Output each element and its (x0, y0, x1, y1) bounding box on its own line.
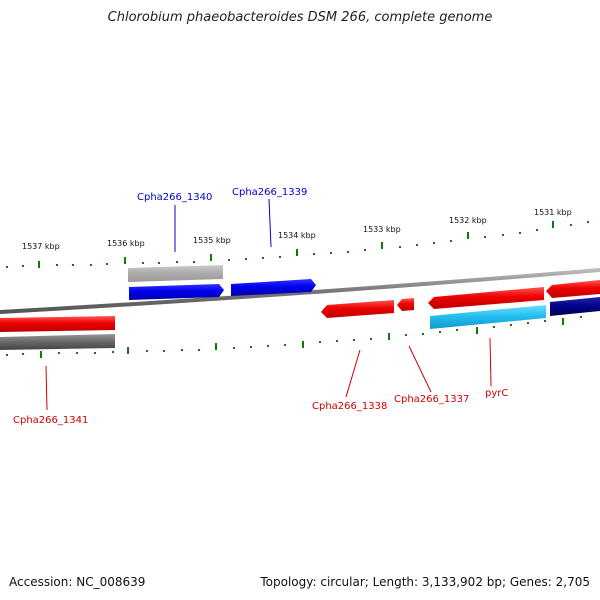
genome-summary: Topology: circular; Length: 3,133,902 bp… (260, 575, 590, 589)
leader-cpha266-1337 (408, 345, 432, 393)
genome-backbone (0, 268, 600, 314)
leader-pyrC (489, 337, 492, 387)
ruler-label-1532: 1532 kbp (449, 216, 487, 225)
gene-red-edge (546, 280, 600, 298)
leader-cpha266-1338 (345, 349, 361, 398)
inner-ticks (6, 316, 582, 358)
label-cpha266-1339: Cpha266_1339 (232, 187, 307, 198)
gene-navy-reverse (550, 297, 600, 316)
accession-label: Accession: NC_008639 (9, 575, 146, 589)
ruler-label-1533: 1533 kbp (363, 225, 401, 234)
gene-grey-reverse (0, 334, 115, 350)
leader-cpha266-1341 (45, 365, 48, 411)
leader-cpha266-1339 (268, 198, 272, 248)
outer-ticks (6, 221, 589, 268)
label-cpha266-1338: Cpha266_1338 (312, 401, 387, 412)
label-cpha266-1341: Cpha266_1341 (13, 415, 88, 426)
ruler-label-1531: 1531 kbp (534, 208, 572, 217)
gene-cpha266-1337 (397, 298, 414, 311)
label-cpha266-1337: Cpha266_1337 (394, 394, 469, 405)
label-pyrC: pyrC (485, 388, 508, 399)
ruler-label-1535: 1535 kbp (193, 236, 231, 245)
gene-cpha266-1341 (0, 316, 115, 332)
label-cpha266-1340: Cpha266_1340 (137, 192, 212, 203)
gene-lightblue-reverse (430, 305, 546, 329)
ruler-label-1536: 1536 kbp (107, 239, 145, 248)
gene-grey-forward (128, 265, 223, 282)
gene-cpha266-1340 (129, 284, 224, 300)
ruler-label-1537: 1537 kbp (22, 242, 60, 251)
map-title: Chlorobium phaeobacteroides DSM 266, com… (107, 10, 493, 25)
gene-pyrC (428, 287, 544, 309)
gene-cpha266-1338 (321, 300, 394, 318)
ruler-label-1534: 1534 kbp (278, 231, 316, 240)
gene-cpha266-1339 (231, 279, 316, 296)
